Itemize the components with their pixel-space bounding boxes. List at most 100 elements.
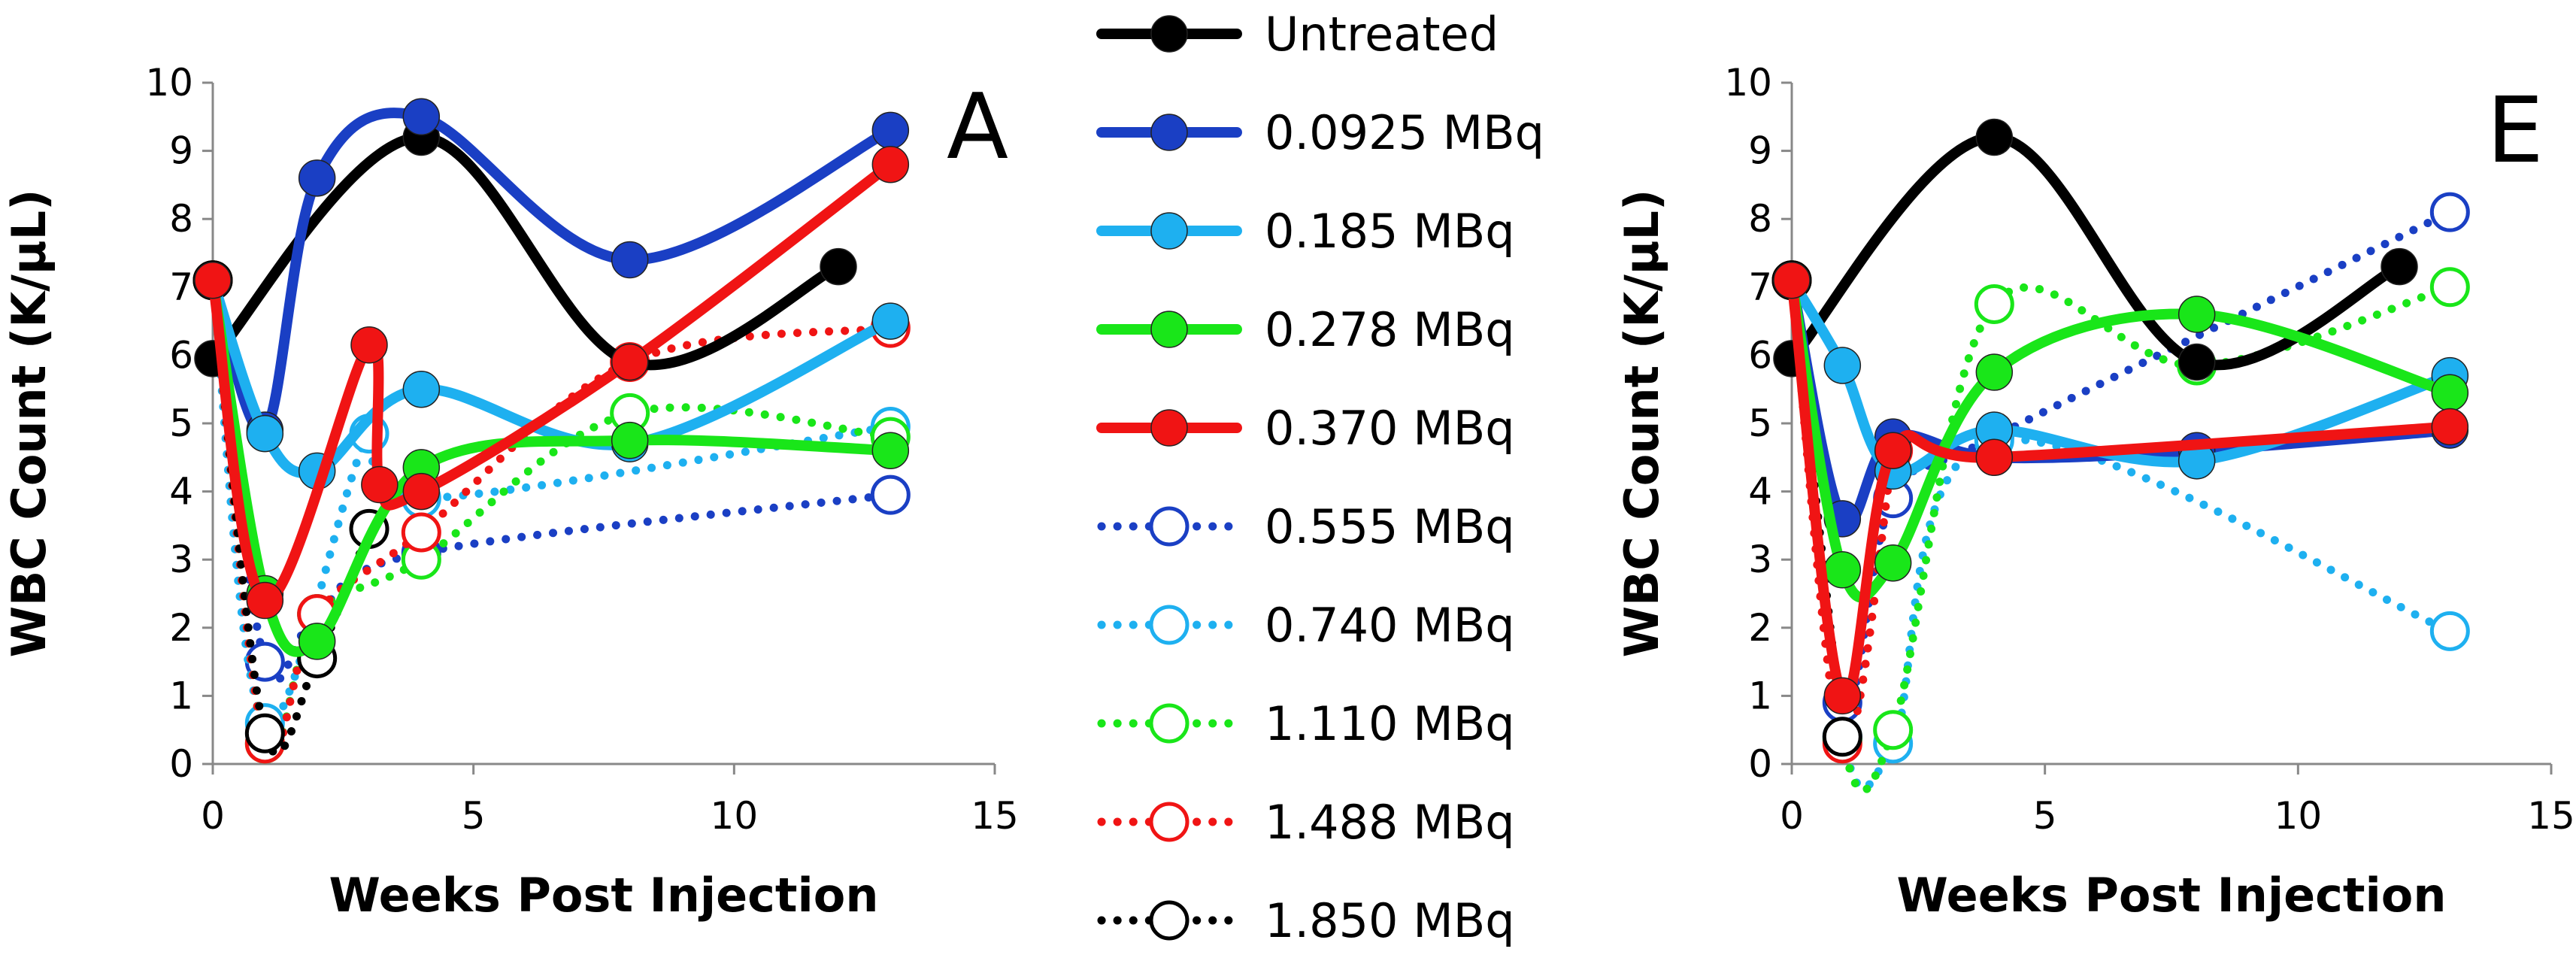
legend-marker <box>1149 900 1190 941</box>
data-point <box>2177 343 2216 381</box>
legend-label: 1.850 MBq <box>1265 893 1515 948</box>
legend-item-0-278-mbq: 0.278 MBq <box>1096 302 1515 357</box>
data-point <box>2429 267 2470 308</box>
data-point <box>350 326 388 364</box>
series-0-370-mbq <box>1773 261 2469 715</box>
data-point <box>611 421 649 459</box>
data-point <box>871 302 910 340</box>
data-point <box>361 465 399 504</box>
y-tick-label: 2 <box>169 606 193 650</box>
y-tick-label: 8 <box>1748 197 1772 241</box>
x-tick-label: 5 <box>2033 794 2057 838</box>
legend-item-0-555-mbq: 0.555 MBq <box>1097 499 1515 554</box>
y-tick-label: 7 <box>169 265 193 309</box>
legend-label: 1.110 MBq <box>1265 696 1515 751</box>
data-point <box>1822 717 1862 757</box>
series-line <box>1787 276 2454 792</box>
legend-label: 0.370 MBq <box>1265 401 1515 456</box>
y-tick-label: 10 <box>1724 61 1772 105</box>
x-tick-label: 10 <box>2274 794 2323 838</box>
legend-marker <box>1149 703 1190 744</box>
data-point <box>402 370 441 408</box>
data-point <box>298 623 336 660</box>
data-point <box>2381 247 2418 286</box>
data-point <box>1974 283 2014 324</box>
legend-item-0-185-mbq: 0.185 MBq <box>1096 204 1515 259</box>
y-tick-label: 4 <box>1748 470 1772 514</box>
y-tick-label: 0 <box>169 742 193 786</box>
data-point <box>1873 710 1914 750</box>
y-tick-label: 9 <box>1748 129 1772 173</box>
data-point <box>611 343 649 381</box>
x-tick-label: 5 <box>462 794 486 838</box>
panel-label: A <box>947 75 1008 180</box>
series-line <box>1787 132 2405 371</box>
data-point <box>820 247 857 286</box>
y-tick-label: 1 <box>1748 674 1772 717</box>
series-1-488-mbq <box>192 260 911 764</box>
data-point <box>611 241 649 279</box>
y-axis-title: WBC Count (K/µL) <box>1614 189 1669 658</box>
y-tick-label: 0 <box>1748 742 1772 786</box>
y-tick-label: 3 <box>169 538 193 581</box>
series-line <box>208 276 895 760</box>
legend-marker <box>1149 506 1190 547</box>
data-point <box>871 111 910 150</box>
y-axis-title: WBC Count (K/µL) <box>2 189 56 658</box>
x-tick-label: 10 <box>711 794 759 838</box>
series-line <box>208 276 895 760</box>
legend-item-0-370-mbq: 0.370 MBq <box>1096 401 1515 456</box>
legend-item-1-488-mbq: 1.488 MBq <box>1097 795 1515 850</box>
data-point <box>194 261 232 299</box>
x-tick-label: 0 <box>201 794 225 838</box>
data-point <box>870 474 911 515</box>
panel-e-chart: 0 1 2 3 4 5 6 7 8 9 10 0 5 10 15 Weeks Post Injection WB… <box>1614 61 2575 923</box>
data-point <box>244 713 285 753</box>
y-tick-label: 5 <box>169 402 193 445</box>
legend-item-1-110-mbq: 1.110 MBq <box>1097 696 1515 751</box>
series-0-370-mbq <box>194 145 910 620</box>
x-tick-label: 15 <box>971 794 1019 838</box>
legend-item-0-0925-mbq: 0.0925 MBq <box>1096 105 1544 160</box>
series-line <box>1787 274 2456 603</box>
data-point <box>1823 347 1862 384</box>
legend-label: 0.740 MBq <box>1265 598 1515 653</box>
legend-label: 0.278 MBq <box>1265 302 1515 357</box>
data-point <box>871 432 910 469</box>
legend-marker <box>1149 605 1190 645</box>
legend-marker <box>1150 212 1188 250</box>
data-point <box>1773 261 1811 299</box>
legend-item-0-740-mbq: 0.740 MBq <box>1097 598 1515 653</box>
y-tick-label: 3 <box>1748 538 1772 581</box>
legend-label: 0.185 MBq <box>1265 204 1515 259</box>
series-1-110-mbq <box>192 260 911 764</box>
legend-marker <box>1150 15 1188 53</box>
legend-label: 0.0925 MBq <box>1265 105 1544 160</box>
y-tick-label: 9 <box>169 129 193 173</box>
data-point <box>1823 551 1862 589</box>
legend: Untreated 0.0925 MBq 0.185 MBq 0.278 MBq 0.3… <box>1096 7 1544 948</box>
y-tick-label: 7 <box>1748 265 1772 309</box>
data-point <box>1975 353 2014 391</box>
legend-marker <box>1149 802 1190 842</box>
panel-label: E <box>2487 79 2544 183</box>
legend-item-1-850-mbq: 1.850 MBq <box>1097 893 1515 948</box>
series-line <box>208 274 896 657</box>
data-point <box>1975 118 2014 156</box>
y-tick-label: 6 <box>169 333 193 377</box>
legend-label: 1.488 MBq <box>1265 795 1515 850</box>
x-tick-label: 15 <box>2527 794 2575 838</box>
data-point <box>2431 408 2469 446</box>
x-tick-label: 0 <box>1780 794 1804 838</box>
data-point <box>2177 296 2216 333</box>
legend-marker <box>1150 409 1188 447</box>
y-tick-label: 8 <box>169 197 193 241</box>
legend-label: Untreated <box>1265 7 1499 62</box>
y-tick-label: 2 <box>1748 606 1772 650</box>
data-point <box>1823 677 1862 715</box>
data-point <box>1874 544 1912 582</box>
data-point <box>1874 432 1912 469</box>
data-point <box>298 159 336 197</box>
data-point <box>246 414 284 453</box>
